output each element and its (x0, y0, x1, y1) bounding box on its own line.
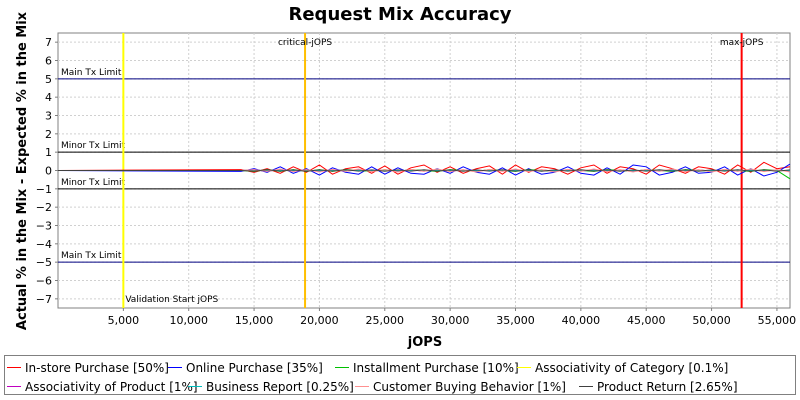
x-tick-label: 10,000 (169, 314, 208, 327)
y-tick-label: 5 (45, 73, 52, 86)
reference-line-label: Validation Start jOPS (125, 295, 218, 305)
x-tick-label: 20,000 (300, 314, 339, 327)
y-tick-label: 2 (45, 128, 52, 141)
legend-swatch (7, 367, 21, 368)
x-axis-label: jOPS (407, 335, 442, 350)
x-tick-label: 55,000 (758, 314, 797, 327)
legend-item: Associativity of Product [1%] (7, 380, 198, 394)
reference-line-label: Main Tx Limit (61, 251, 122, 261)
x-tick-label: 35,000 (496, 314, 535, 327)
series-line-0 (57, 161, 791, 175)
x-tick-label: 40,000 (562, 314, 601, 327)
legend-item: Online Purchase [35%] (168, 361, 323, 375)
legend-swatch (335, 367, 349, 368)
y-tick-label: 4 (45, 91, 52, 104)
x-tick-label: 30,000 (431, 314, 470, 327)
legend-label: Associativity of Product [1%] (25, 380, 198, 394)
legend-label: Online Purchase [35%] (186, 361, 323, 375)
reference-line-label: max-jOPS (720, 38, 764, 48)
legend-swatch (579, 386, 593, 387)
reference-line-label: Minor Tx Limit (61, 141, 126, 151)
y-tick-label: 6 (45, 55, 52, 68)
reference-line-label: Minor Tx Limit (61, 178, 126, 188)
series-lines (57, 161, 791, 180)
y-tick-label: 0 (45, 165, 52, 178)
y-axis-label: Actual % in the Mix - Expected % in the … (15, 11, 30, 330)
reference-line-label: critical-jOPS (278, 38, 332, 48)
y-tick-label: −3 (36, 220, 52, 233)
y-tick-label: 3 (45, 110, 52, 123)
y-tick-label: −7 (36, 293, 52, 306)
y-tick-label: 7 (45, 36, 52, 49)
y-tick-label: −5 (36, 256, 52, 269)
y-tick-label: −6 (36, 275, 52, 288)
chart-title: Request Mix Accuracy (288, 4, 511, 25)
legend-label: In-store Purchase [50%] (25, 361, 169, 375)
legend-item: Customer Buying Behavior [1%] (355, 380, 566, 394)
legend-item: Installment Purchase [10%] (335, 361, 519, 375)
x-tick-label: 25,000 (366, 314, 405, 327)
legend-item: Associativity of Category [0.1%] (517, 361, 728, 375)
legend-swatch (517, 367, 531, 368)
legend-swatch (355, 386, 369, 387)
axes: −7 −6 −5 −4 −3 −2 −1 0 1 2 3 4 5 6 7 5,000 10,000 15,000 2… (36, 36, 796, 327)
legend-swatch (168, 367, 182, 368)
y-tick-label: 1 (45, 146, 52, 159)
y-tick-label: −2 (36, 201, 52, 214)
y-tick-label: −1 (36, 183, 52, 196)
legend-item: In-store Purchase [50%] (7, 361, 169, 375)
legend-swatch (188, 386, 202, 387)
legend-swatch (7, 386, 21, 387)
series-line-7 (58, 169, 791, 172)
reference-line-label: Main Tx Limit (61, 68, 122, 78)
legend: In-store Purchase [50%] Online Purchase [… (4, 355, 796, 395)
legend-item: Business Report [0.25%] (188, 380, 354, 394)
legend-label: Customer Buying Behavior [1%] (373, 380, 566, 394)
legend-label: Product Return [2.65%] (597, 380, 738, 394)
y-tick-label: −4 (36, 238, 52, 251)
x-tick-label: 15,000 (235, 314, 274, 327)
legend-item: Product Return [2.65%] (579, 380, 738, 394)
legend-label: Associativity of Category [0.1%] (535, 361, 729, 375)
x-tick-label: 50,000 (692, 314, 731, 327)
x-tick-label: 5,000 (108, 314, 140, 327)
x-tick-label: 45,000 (627, 314, 666, 327)
legend-label: Installment Purchase [10%] (353, 361, 519, 375)
chart: Request Mix Accuracy Main Tx Limit Minor … (15, 4, 796, 350)
legend-label: Business Report [0.25%] (206, 380, 354, 394)
